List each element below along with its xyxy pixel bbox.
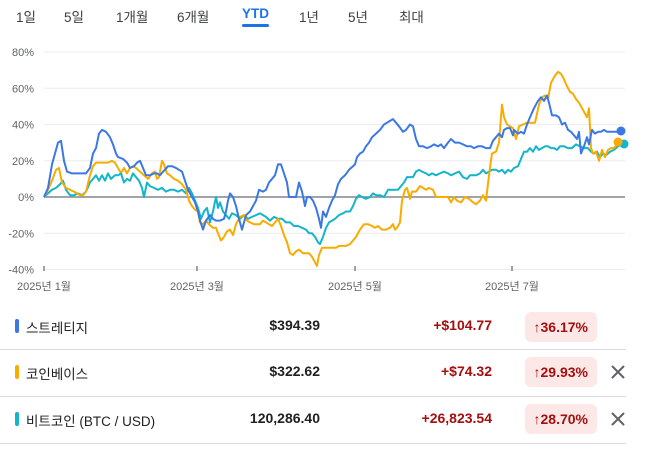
percent-change-badge: ↑29.93%: [524, 357, 597, 387]
percent-value: 28.70%: [540, 411, 588, 427]
comparison-line-chart[interactable]: 80%60%40%20%0%-20%-40% 2025년 1월 2025년 3월 2…: [0, 36, 660, 304]
svg-text:2025년 3월: 2025년 3월: [170, 280, 224, 293]
percent-change-badge: ↑36.17%: [524, 312, 597, 342]
chart-series: [43, 70, 629, 267]
arrow-up-icon: ↑: [533, 364, 541, 380]
series-line-strategy: [43, 94, 620, 231]
series-color-swatch: [15, 319, 19, 333]
percent-change-badge: ↑28.70%: [524, 404, 597, 434]
tab-1m[interactable]: 1개월: [116, 10, 149, 25]
arrow-up-icon: ↑: [533, 411, 541, 427]
svg-text:2025년 7월: 2025년 7월: [485, 280, 539, 293]
series-endpoint-coinbase: [613, 137, 623, 147]
asset-price: 120,286.40: [249, 410, 320, 426]
asset-name: 스트레티지: [26, 321, 89, 336]
x-axis-labels: 2025년 1월 2025년 3월 2025년 5월 2025년 7월: [17, 266, 539, 293]
range-tabs: 1일 5일 1개월 6개월 YTD 1년 5년 최대: [0, 0, 660, 32]
tab-ytd[interactable]: YTD: [242, 6, 269, 27]
series-line-bitcoin: [43, 143, 623, 246]
tab-6m[interactable]: 6개월: [177, 10, 210, 25]
tab-1d[interactable]: 1일: [16, 10, 36, 25]
svg-text:20%: 20%: [12, 156, 34, 168]
percent-value: 29.93%: [540, 364, 588, 380]
asset-change: +26,823.54: [421, 410, 492, 426]
svg-text:40%: 40%: [12, 120, 34, 132]
table-row-coinbase[interactable]: 코인베이스 $322.62 +$74.32 ↑29.93%: [0, 350, 626, 397]
percent-value: 36.17%: [540, 319, 588, 335]
tab-5d[interactable]: 5일: [64, 10, 84, 25]
table-row-bitcoin[interactable]: 비트코인 (BTC / USD) 120,286.40 +26,823.54 ↑…: [0, 397, 626, 444]
remove-comparison-button[interactable]: [608, 362, 628, 382]
close-icon: [611, 365, 625, 379]
chart-gridlines: [44, 51, 625, 270]
asset-name: 코인베이스: [26, 367, 89, 382]
svg-text:-40%: -40%: [8, 265, 34, 277]
svg-text:60%: 60%: [12, 83, 34, 95]
table-row-strategy[interactable]: 스트레티지 $394.39 +$104.77 ↑36.17%: [0, 307, 626, 350]
tab-1y[interactable]: 1년: [299, 10, 319, 25]
remove-comparison-button[interactable]: [608, 409, 628, 429]
tab-5y[interactable]: 5년: [348, 10, 368, 25]
svg-text:2025년 1월: 2025년 1월: [17, 280, 71, 293]
asset-change: +$104.77: [433, 317, 492, 333]
svg-text:80%: 80%: [12, 47, 34, 59]
svg-text:2025년 5월: 2025년 5월: [328, 280, 382, 293]
series-line-coinbase: [43, 70, 621, 267]
series-color-swatch: [15, 365, 19, 379]
asset-price: $394.39: [269, 317, 320, 333]
arrow-up-icon: ↑: [533, 319, 541, 335]
series-color-swatch: [15, 412, 19, 426]
close-icon: [611, 412, 625, 426]
svg-text:-20%: -20%: [8, 228, 34, 240]
series-endpoint-strategy: [616, 126, 626, 136]
y-axis-labels: 80% 60% 40% 20% 0% -20% -40%: [8, 47, 34, 277]
comparison-table: 스트레티지 $394.39 +$104.77 ↑36.17% 코인베이스 $32…: [0, 307, 626, 444]
tab-max[interactable]: 최대: [399, 10, 424, 25]
asset-price: $322.62: [269, 363, 320, 379]
svg-text:0%: 0%: [18, 192, 34, 204]
asset-change: +$74.32: [441, 363, 492, 379]
asset-name: 비트코인 (BTC / USD): [26, 414, 156, 429]
